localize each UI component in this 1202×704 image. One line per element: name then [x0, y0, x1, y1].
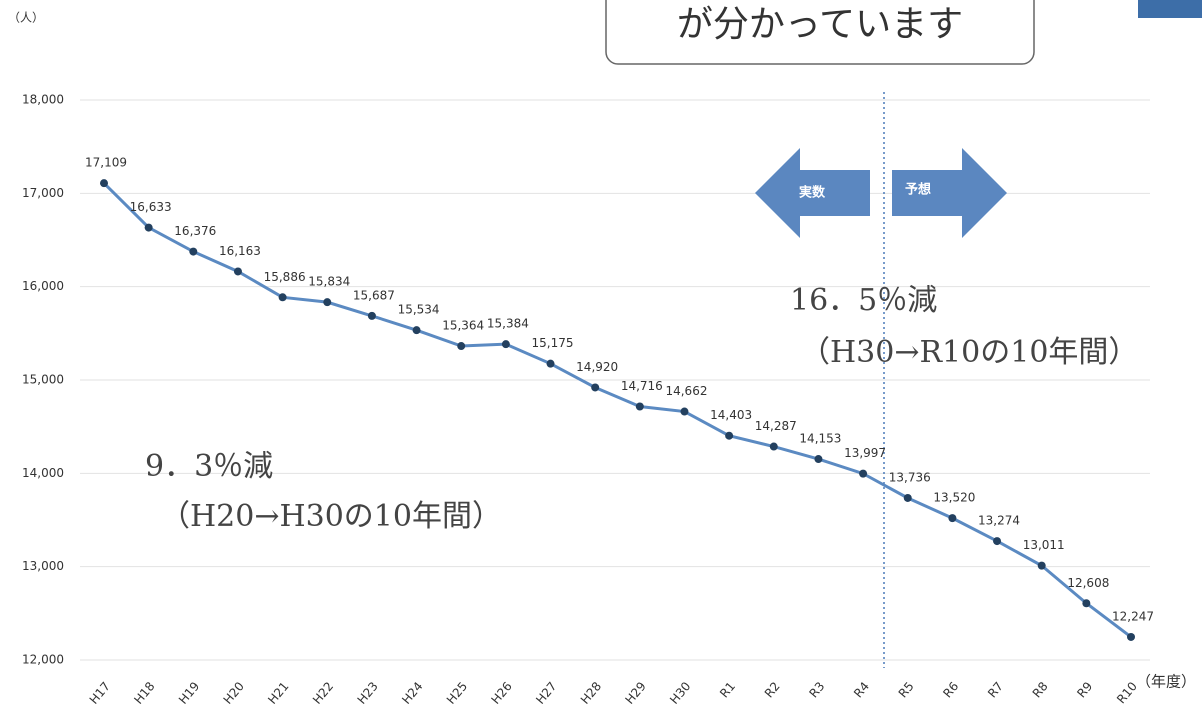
value-label: 15,364	[442, 319, 484, 333]
value-label: 15,534	[398, 303, 440, 317]
annotation: （H30→R10の10年間）	[800, 335, 1138, 370]
value-label: 15,384	[487, 317, 529, 331]
y-tick-label: 14,000	[22, 466, 64, 480]
data-point	[680, 408, 688, 416]
x-tick-label: R4	[851, 679, 872, 700]
arrow-label: 予想	[905, 182, 931, 198]
x-tick-label: R6	[940, 679, 961, 700]
data-point	[189, 248, 197, 256]
value-label: 16,163	[219, 244, 261, 258]
y-tick-label: 15,000	[22, 373, 64, 387]
value-label: 12,247	[1112, 609, 1154, 623]
data-point	[502, 340, 510, 348]
x-tick-label: H29	[622, 679, 648, 704]
data-point	[323, 298, 331, 306]
data-point	[100, 179, 108, 187]
data-point	[636, 403, 644, 411]
annotation: 9．3％減	[145, 449, 273, 484]
value-label: 13,997	[844, 446, 886, 460]
value-label: 14,662	[665, 384, 707, 398]
data-point	[368, 312, 376, 320]
data-point	[770, 443, 778, 451]
x-tick-label: H28	[578, 679, 604, 704]
x-tick-label: H18	[131, 679, 157, 704]
value-label: 14,153	[799, 432, 841, 446]
data-point	[145, 224, 153, 232]
x-tick-label: H30	[667, 679, 693, 704]
value-label: 17,109	[85, 156, 127, 170]
callout-text: が分かっています	[677, 4, 963, 45]
x-tick-label: R9	[1074, 679, 1095, 700]
value-label: 13,520	[933, 491, 975, 505]
value-label: 15,834	[308, 275, 350, 289]
data-point	[904, 494, 912, 502]
data-point	[413, 326, 421, 334]
x-tick-label: H23	[355, 679, 381, 704]
value-label: 15,687	[353, 288, 395, 302]
data-point	[1038, 562, 1046, 570]
x-tick-label: H19	[176, 679, 202, 704]
x-tick-label: R7	[985, 679, 1006, 700]
x-tick-label: H20	[221, 679, 247, 704]
x-tick-label: H25	[444, 679, 470, 704]
annotation: 16．5％減	[790, 283, 937, 318]
arrow-label: 実数	[799, 185, 826, 201]
y-tick-label: 13,000	[22, 559, 64, 573]
x-tick-label: H27	[533, 679, 559, 704]
x-tick-label: H21	[265, 679, 291, 704]
data-point	[993, 537, 1001, 545]
x-tick-label: R1	[717, 679, 738, 700]
y-tick-label: 18,000	[22, 93, 64, 107]
value-label: 13,736	[889, 470, 931, 484]
data-point	[859, 470, 867, 478]
value-label: 13,011	[1023, 538, 1065, 552]
x-tick-label: H17	[87, 679, 113, 704]
value-label: 14,920	[576, 360, 618, 374]
value-label: 16,633	[130, 200, 172, 214]
chart: が分かっています （人） （年度） 実数 予想 9．3％減 （H20→H30の1…	[0, 0, 1202, 704]
data-point	[814, 455, 822, 463]
data-point	[457, 342, 465, 350]
data-point	[1127, 633, 1135, 641]
data-point	[279, 293, 287, 301]
value-label: 12,608	[1067, 576, 1109, 590]
icon	[1138, 0, 1202, 18]
x-tick-label: H26	[489, 679, 515, 704]
value-label: 15,886	[264, 270, 306, 284]
data-point	[234, 267, 242, 275]
data-point	[591, 383, 599, 391]
x-tick-label: H24	[399, 679, 425, 704]
y-tick-label: 17,000	[22, 186, 64, 200]
y-axis-label: （人）	[8, 11, 44, 25]
value-label: 14,716	[621, 379, 663, 393]
x-tick-label: H22	[310, 679, 336, 704]
x-tick-label: R5	[896, 679, 917, 700]
x-tick-label: R3	[806, 679, 827, 700]
y-tick-label: 12,000	[22, 653, 64, 667]
annotation: （H20→H30の10年間）	[160, 499, 502, 534]
data-point	[948, 514, 956, 522]
value-label: 13,274	[978, 514, 1020, 528]
x-tick-label: R2	[762, 679, 783, 700]
data-point	[1082, 599, 1090, 607]
x-tick-label: R8	[1030, 679, 1051, 700]
data-point	[725, 432, 733, 440]
data-point	[547, 360, 555, 368]
value-label: 14,403	[710, 408, 752, 422]
x-axis-label: （年度）	[1136, 673, 1196, 691]
value-label: 15,175	[532, 336, 574, 350]
value-label: 14,287	[755, 419, 797, 433]
y-tick-label: 16,000	[22, 279, 64, 293]
value-label: 16,376	[174, 224, 216, 238]
